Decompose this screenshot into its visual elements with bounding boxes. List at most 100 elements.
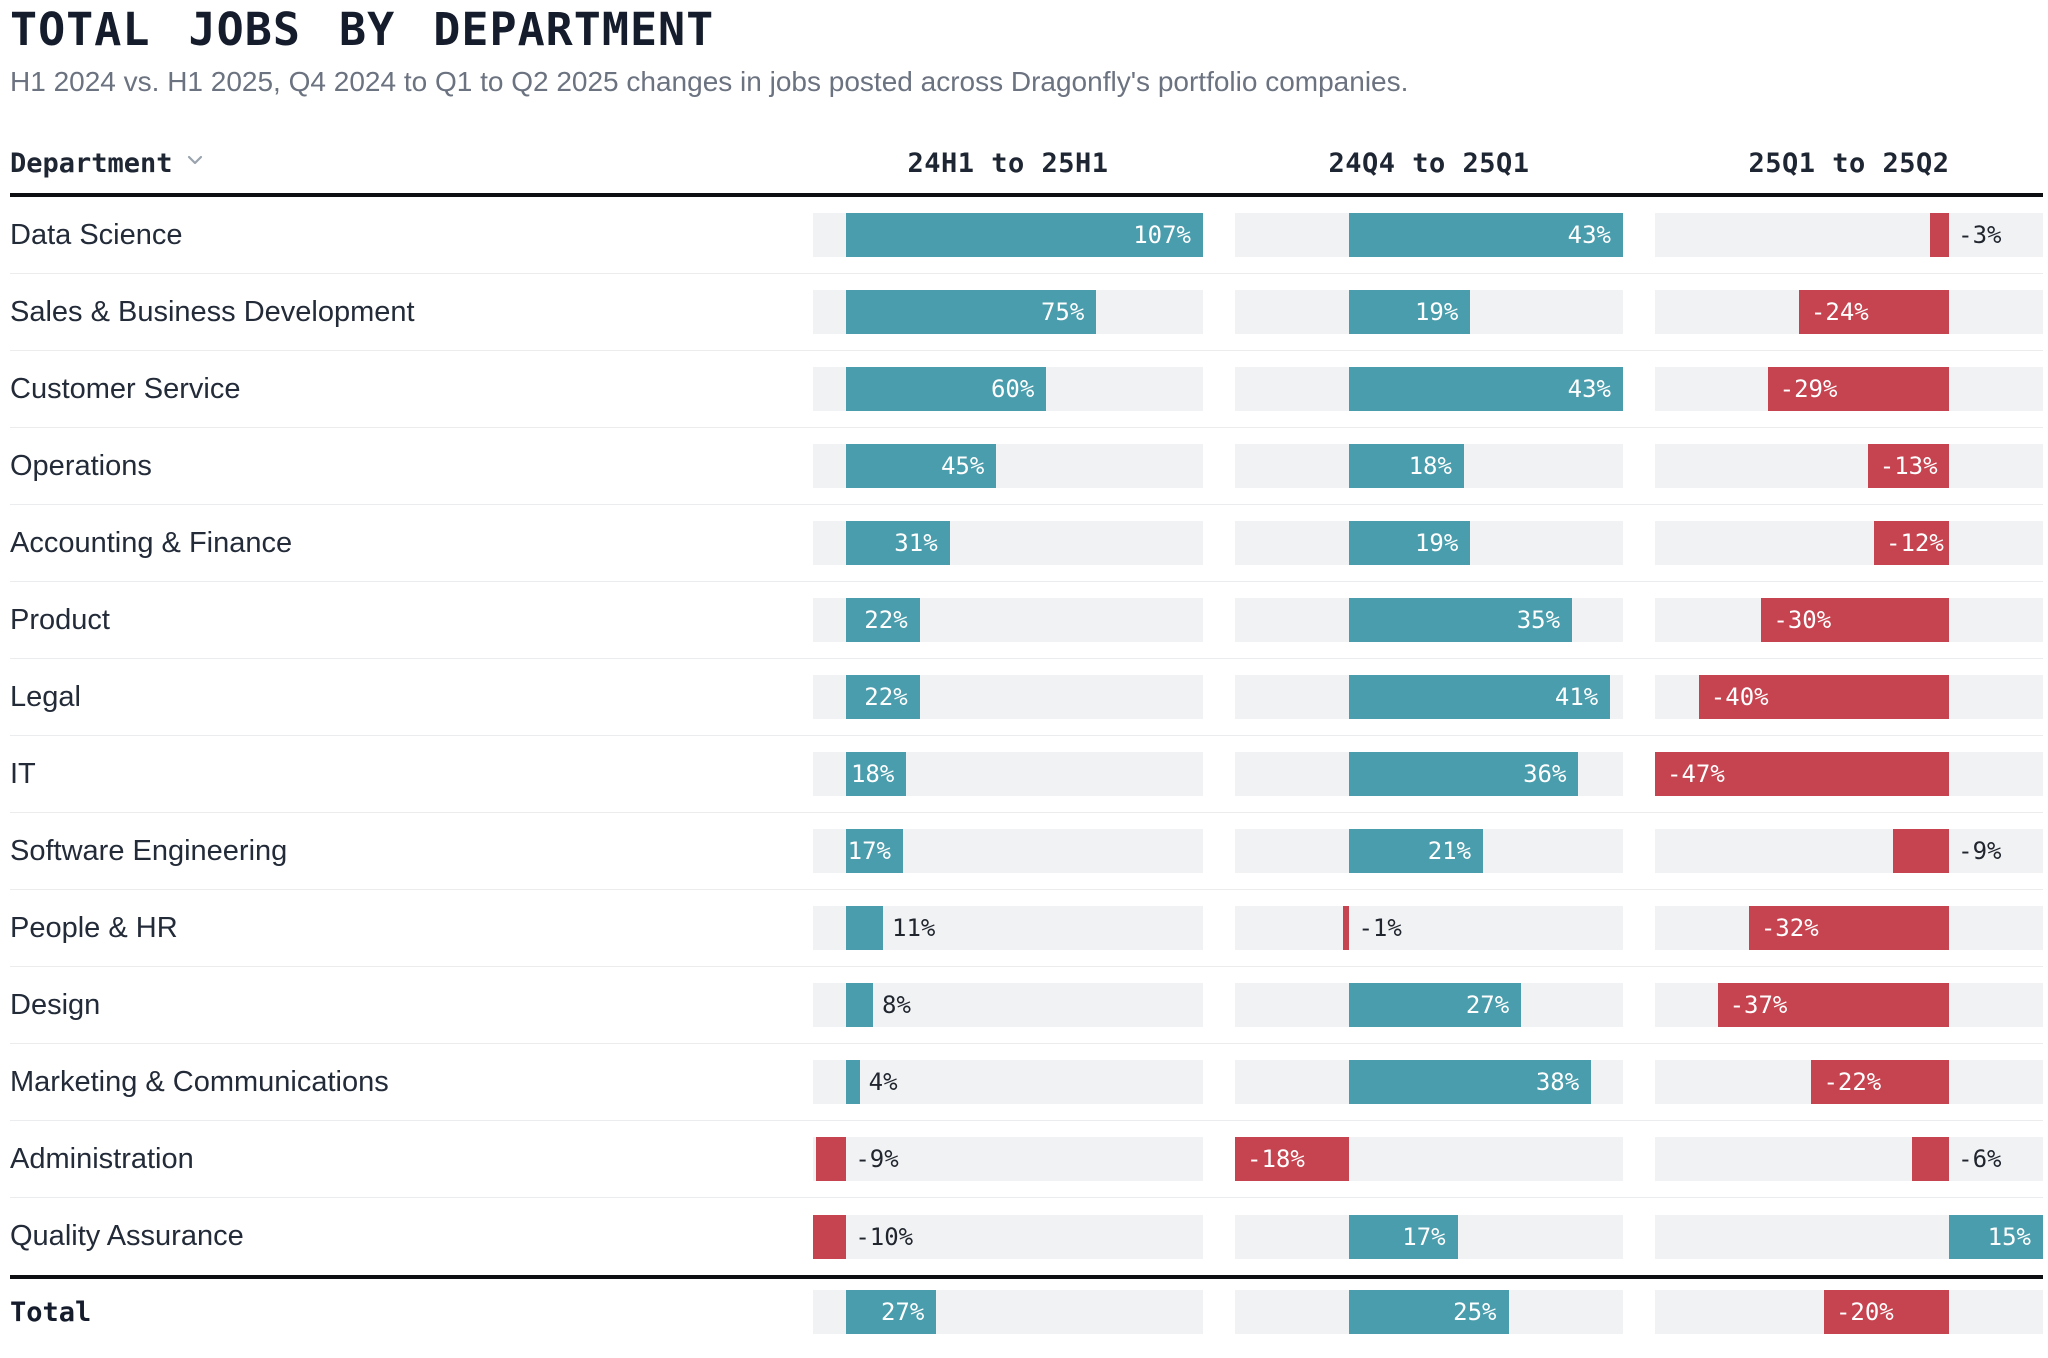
page-title: TOTAL JOBS BY DEPARTMENT [10,3,715,56]
bar-value-label: 17% [1402,1222,1446,1251]
bar-value-label: 38% [1535,1068,1580,1097]
bar-value-label: 19% [1414,298,1459,327]
negative-bar [1698,675,1950,720]
negative-bar [1655,752,1950,797]
bar-track: 8% [813,983,1203,1028]
department-label: Software Engineering [10,834,288,867]
negative-bar [1867,444,1950,489]
total-label: Total [10,1296,92,1328]
department-label: Administration [10,1142,194,1175]
bar-value-label: -24% [1810,298,1869,327]
bar-cell: 17% [1235,1214,1623,1259]
negative-bar [1892,829,1950,874]
bar-cell: -10% [813,1214,1203,1259]
bar-value-label: 27% [880,1298,925,1327]
bar-cell: 21% [1235,829,1623,874]
bar-value-label: -22% [1823,1068,1882,1097]
department-header-label: Department [10,148,173,180]
positive-bar [1349,752,1579,797]
negative-bar [1761,598,1950,643]
positive-bar [1349,675,1611,720]
positive-bar [846,1290,937,1335]
positive-bar [1349,1214,1458,1259]
bar-track: 25% [1235,1290,1623,1335]
bar-track: -13% [1655,444,2043,489]
department-label: Product [10,603,110,636]
bar-track: 27% [813,1290,1203,1335]
total-cell-2: -20% [1655,1290,2043,1335]
bar-cell: 107% [813,213,1203,258]
positive-bar [1349,983,1522,1028]
table-row: Operations 45% 18% -13% [10,428,2043,506]
table-row: Software Engineering 17% 21% -9% [10,813,2043,891]
negative-bar [813,1214,847,1259]
bar-track: -40% [1655,675,2043,720]
bar-track: 107% [813,213,1203,258]
total-cell-0: 27% [813,1290,1203,1335]
bar-value-label: 35% [1516,606,1561,635]
bar-track: -12% [1655,521,2043,566]
positive-bar [846,444,997,489]
bar-cell: -3% [1655,213,2043,258]
bar-cell: 27% [1235,983,1623,1028]
bar-value-label: -9% [1958,837,2002,866]
bar-cell: 45% [813,444,1203,489]
bar-track: 11% [813,906,1203,951]
bar-cell: 38% [1235,1060,1623,1105]
table-row: Accounting & Finance 31% 19% -12% [10,505,2043,583]
bar-track: 60% [813,367,1203,412]
positive-bar [1349,213,1623,258]
bar-cell: 35% [1235,598,1623,643]
bar-cell: -9% [813,1137,1203,1182]
bar-value-label: 18% [1408,452,1452,481]
bar-track: 35% [1235,598,1623,643]
bar-track: -37% [1655,983,2043,1028]
negative-bar [816,1137,847,1182]
department-sort-header[interactable]: Department [10,148,207,179]
table-row: Marketing & Communications 4% 38% -22% [10,1044,2043,1122]
table-body: Data Science 107% 43% -3% Sales & Business D… [10,197,2043,1275]
bar-value-label: 17% [847,837,891,866]
negative-bar [1930,213,1950,258]
bar-track: 19% [1235,290,1623,335]
positive-bar [1349,290,1471,335]
bar-cell: -6% [1655,1137,2043,1182]
table-row: IT 18% 36% -47% [10,736,2043,814]
bar-value-label: 21% [1427,837,1472,866]
positive-bar [1349,444,1464,489]
bar-value-label: 8% [882,991,911,1020]
bar-cell: 41% [1235,675,1623,720]
bar-cell: 15% [1655,1214,2043,1259]
negative-bar [1811,1060,1950,1105]
positive-bar [846,983,873,1028]
bar-track: 22% [813,598,1203,643]
bar-value-label: 4% [868,1068,898,1097]
bar-value-label: -37% [1729,991,1788,1020]
bar-value-label: -47% [1667,760,1725,789]
bar-track: -3% [1655,213,2043,258]
bar-value-label: -9% [855,1145,899,1174]
bar-value-label: 45% [940,452,985,481]
bar-value-label: 25% [1453,1298,1497,1327]
department-label: IT [10,757,36,790]
bar-value-label: 31% [894,529,938,558]
bar-cell: -13% [1655,444,2043,489]
bar-track: -20% [1655,1290,2043,1335]
table-row: Product 22% 35% -30% [10,582,2043,660]
positive-bar [1349,1060,1592,1105]
bar-track: -29% [1655,367,2043,412]
bar-value-label: 15% [1987,1222,2031,1251]
bar-cell: -9% [1655,829,2043,874]
department-label: Legal [10,680,81,713]
bar-track: 75% [813,290,1203,335]
bar-track: -9% [813,1137,1203,1182]
bar-track: -32% [1655,906,2043,951]
department-label: People & HR [10,911,178,944]
bar-value-label: -40% [1710,683,1769,712]
negative-bar [1748,906,1950,951]
bar-cell: 8% [813,983,1203,1028]
bar-value-label: 22% [864,606,908,635]
bar-cell: -32% [1655,906,2043,951]
bar-value-label: 75% [1040,298,1085,327]
